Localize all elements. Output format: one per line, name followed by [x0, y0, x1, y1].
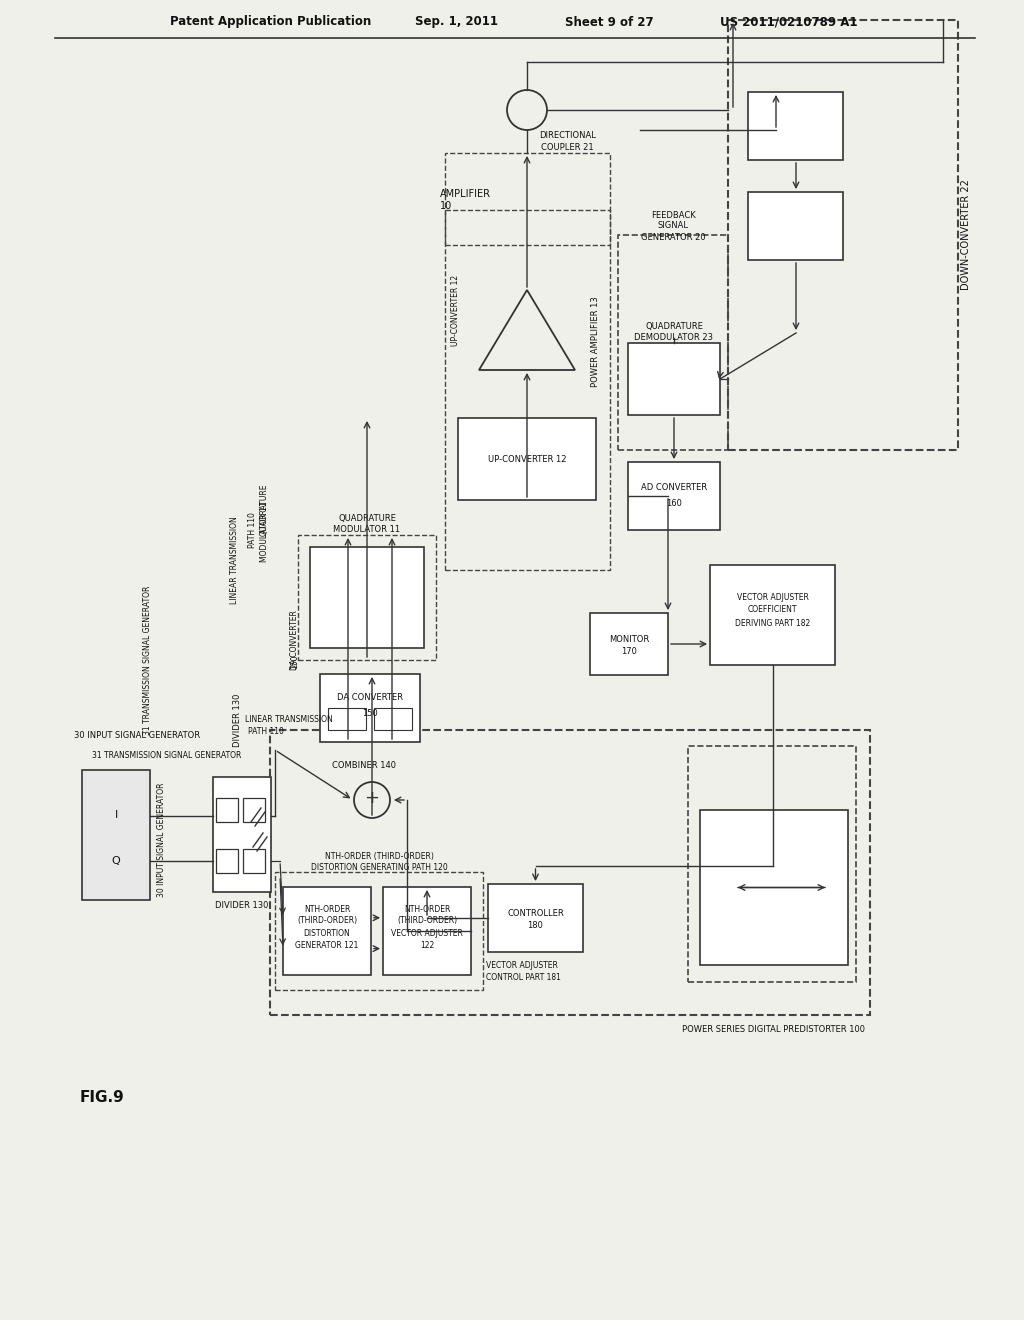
Text: SIGNAL: SIGNAL [657, 222, 688, 231]
Text: AMPLIFIER: AMPLIFIER [440, 189, 490, 199]
FancyBboxPatch shape [458, 418, 596, 500]
Text: DOWN-CONVERTER 22: DOWN-CONVERTER 22 [961, 180, 971, 290]
Text: COMBINER 140: COMBINER 140 [332, 760, 396, 770]
Text: MONITOR: MONITOR [609, 635, 649, 644]
Text: DA CONVERTER: DA CONVERTER [337, 693, 403, 702]
Text: CONTROLLER: CONTROLLER [507, 908, 564, 917]
Text: DIVIDER 130: DIVIDER 130 [233, 693, 243, 747]
FancyBboxPatch shape [328, 708, 366, 730]
FancyBboxPatch shape [243, 799, 265, 822]
FancyBboxPatch shape [243, 849, 265, 873]
Text: 31 TRANSMISSION SIGNAL GENERATOR: 31 TRANSMISSION SIGNAL GENERATOR [143, 585, 153, 735]
Text: QUADRATURE: QUADRATURE [645, 322, 702, 331]
FancyBboxPatch shape [82, 770, 150, 900]
Text: UP-CONVERTER 12: UP-CONVERTER 12 [487, 454, 566, 463]
Text: DIVIDER 130: DIVIDER 130 [215, 902, 268, 911]
Text: LINEAR TRANSMISSION: LINEAR TRANSMISSION [245, 715, 333, 725]
Text: MODULATOR 11: MODULATOR 11 [260, 502, 269, 562]
Text: DIRECTIONAL: DIRECTIONAL [539, 131, 596, 140]
Text: FIG.9: FIG.9 [80, 1090, 125, 1106]
Text: NTH-ORDER: NTH-ORDER [304, 904, 350, 913]
Text: +: + [365, 789, 380, 807]
Text: DISTORTION GENERATING PATH 120: DISTORTION GENERATING PATH 120 [310, 862, 447, 871]
FancyBboxPatch shape [216, 849, 238, 873]
FancyBboxPatch shape [748, 92, 843, 160]
Text: GENERATOR 121: GENERATOR 121 [295, 940, 358, 949]
Text: NTH-ORDER (THIRD-ORDER): NTH-ORDER (THIRD-ORDER) [325, 851, 433, 861]
FancyBboxPatch shape [216, 799, 238, 822]
FancyBboxPatch shape [710, 565, 835, 665]
Text: (THIRD-ORDER): (THIRD-ORDER) [297, 916, 357, 925]
Text: 30 INPUT SIGNAL GENERATOR: 30 INPUT SIGNAL GENERATOR [74, 730, 200, 739]
Text: DEMODULATOR 23: DEMODULATOR 23 [635, 334, 714, 342]
Text: 31 TRANSMISSION SIGNAL GENERATOR: 31 TRANSMISSION SIGNAL GENERATOR [92, 751, 242, 759]
FancyBboxPatch shape [700, 810, 848, 965]
FancyBboxPatch shape [590, 612, 668, 675]
Text: 150: 150 [362, 710, 378, 718]
Text: US 2011/0210789 A1: US 2011/0210789 A1 [720, 16, 857, 29]
Text: POWER AMPLIFIER 13: POWER AMPLIFIER 13 [591, 297, 599, 387]
Text: AD CONVERTER: AD CONVERTER [641, 483, 707, 492]
Text: Sheet 9 of 27: Sheet 9 of 27 [565, 16, 653, 29]
Text: 30 INPUT SIGNAL GENERATOR: 30 INPUT SIGNAL GENERATOR [158, 783, 167, 898]
FancyBboxPatch shape [213, 777, 271, 892]
Text: VECTOR ADJUSTER: VECTOR ADJUSTER [486, 961, 558, 970]
Text: Q: Q [112, 855, 121, 866]
Text: LINEAR TRANSMISSION: LINEAR TRANSMISSION [230, 516, 239, 603]
Text: FEEDBACK: FEEDBACK [650, 210, 695, 219]
FancyBboxPatch shape [488, 884, 583, 952]
FancyBboxPatch shape [319, 675, 420, 742]
Text: Patent Application Publication: Patent Application Publication [170, 16, 372, 29]
Text: UP-CONVERTER 12: UP-CONVERTER 12 [451, 275, 460, 346]
Text: I: I [115, 810, 118, 821]
Text: COEFFICIENT: COEFFICIENT [748, 606, 798, 615]
Text: VECTOR ADJUSTER: VECTOR ADJUSTER [391, 928, 463, 937]
FancyBboxPatch shape [748, 191, 843, 260]
FancyBboxPatch shape [383, 887, 471, 975]
Text: QUADRATURE: QUADRATURE [338, 515, 396, 524]
FancyBboxPatch shape [628, 462, 720, 531]
Text: QUADRATURE: QUADRATURE [260, 483, 269, 536]
Text: 10: 10 [440, 201, 453, 211]
FancyBboxPatch shape [283, 887, 371, 975]
Text: NTH-ORDER: NTH-ORDER [403, 904, 451, 913]
Text: VECTOR ADJUSTER: VECTOR ADJUSTER [736, 593, 808, 602]
Text: 150: 150 [290, 655, 299, 669]
Text: PATH 110: PATH 110 [248, 512, 257, 548]
FancyBboxPatch shape [628, 343, 720, 414]
Text: POWER SERIES DIGITAL PREDISTORTER 100: POWER SERIES DIGITAL PREDISTORTER 100 [682, 1024, 865, 1034]
Text: 180: 180 [527, 921, 544, 931]
Text: COUPLER 21: COUPLER 21 [542, 143, 594, 152]
Text: 122: 122 [420, 940, 434, 949]
Text: GENERATOR 20: GENERATOR 20 [641, 232, 706, 242]
Text: DA CONVERTER: DA CONVERTER [290, 610, 299, 671]
FancyBboxPatch shape [374, 708, 412, 730]
Text: Sep. 1, 2011: Sep. 1, 2011 [415, 16, 498, 29]
Text: DERIVING PART 182: DERIVING PART 182 [735, 619, 810, 627]
Text: (THIRD-ORDER): (THIRD-ORDER) [397, 916, 457, 925]
Text: CONTROL PART 181: CONTROL PART 181 [486, 973, 561, 982]
Text: MODULATOR 11: MODULATOR 11 [334, 525, 400, 535]
Text: 170: 170 [622, 648, 637, 656]
Text: DISTORTION: DISTORTION [304, 928, 350, 937]
Text: 160: 160 [666, 499, 682, 508]
Text: PATH 110: PATH 110 [248, 726, 284, 735]
FancyBboxPatch shape [310, 546, 424, 648]
